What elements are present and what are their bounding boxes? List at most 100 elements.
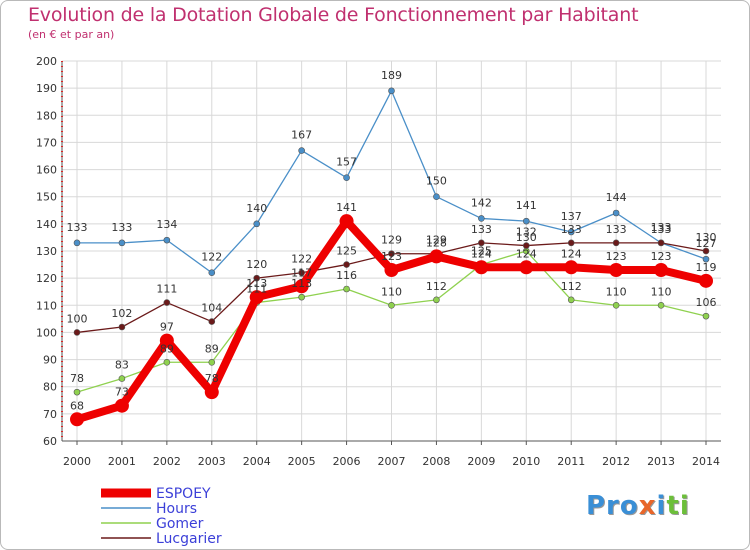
x-tick-label: 2003 bbox=[198, 455, 226, 468]
x-tick-label: 2008 bbox=[422, 455, 450, 468]
data-label-espoey: 119 bbox=[696, 261, 717, 274]
data-label-hours: 144 bbox=[606, 191, 627, 204]
data-label-gomer: 110 bbox=[606, 285, 627, 298]
y-tick-label: 80 bbox=[43, 381, 57, 394]
data-point-lucgarier bbox=[702, 247, 710, 255]
y-tick-label: 100 bbox=[36, 326, 57, 339]
data-point-espoey bbox=[609, 263, 624, 277]
data-label-espoey: 141 bbox=[336, 201, 357, 214]
data-point-hours bbox=[253, 220, 261, 228]
data-label-gomer: 110 bbox=[381, 285, 402, 298]
y-tick-label: 170 bbox=[36, 136, 57, 149]
legend-label-gomer: Gomer bbox=[156, 516, 204, 532]
chart-title: Evolution de la Dotation Globale de Fonc… bbox=[28, 4, 639, 26]
y-tick-label: 60 bbox=[43, 435, 57, 448]
data-label-gomer: 78 bbox=[70, 372, 84, 385]
data-label-hours: 134 bbox=[156, 218, 177, 231]
y-tick-label: 140 bbox=[36, 218, 57, 231]
data-label-gomer: 89 bbox=[205, 342, 219, 355]
x-tick-label: 2011 bbox=[557, 455, 585, 468]
y-tick-label: 180 bbox=[36, 109, 57, 122]
y-tick-label: 90 bbox=[43, 354, 57, 367]
data-point-hours bbox=[702, 255, 710, 263]
y-tick-label: 150 bbox=[36, 191, 57, 204]
data-point-lucgarier bbox=[73, 329, 81, 336]
legend-label-espoey: ESPOEY bbox=[156, 486, 211, 502]
y-tick-label: 110 bbox=[36, 299, 57, 312]
data-label-hours: 157 bbox=[336, 156, 357, 169]
data-point-gomer bbox=[208, 358, 216, 366]
data-label-gomer: 125 bbox=[471, 245, 492, 258]
y-tick-label: 200 bbox=[36, 55, 57, 68]
data-label-hours: 167 bbox=[291, 129, 312, 142]
x-tick-label: 2010 bbox=[512, 455, 540, 468]
data-label-hours: 133 bbox=[67, 221, 88, 234]
data-point-hours bbox=[163, 236, 171, 244]
data-label-hours: 140 bbox=[246, 202, 267, 215]
data-label-hours: 137 bbox=[561, 210, 582, 223]
data-label-espoey: 78 bbox=[205, 372, 219, 385]
data-label-espoey: 123 bbox=[651, 250, 672, 263]
data-label-gomer: 89 bbox=[160, 342, 174, 355]
data-label-lucgarier: 129 bbox=[426, 234, 447, 247]
data-point-lucgarier bbox=[388, 250, 395, 258]
data-point-gomer bbox=[702, 312, 710, 320]
data-label-gomer: 112 bbox=[426, 280, 447, 293]
data-point-espoey bbox=[519, 260, 534, 275]
data-label-lucgarier: 111 bbox=[156, 283, 177, 296]
data-label-lucgarier: 133 bbox=[471, 223, 492, 236]
data-label-lucgarier: 133 bbox=[651, 223, 672, 236]
data-point-hours bbox=[433, 193, 440, 201]
data-label-gomer: 116 bbox=[336, 269, 357, 282]
data-point-espoey bbox=[204, 385, 219, 400]
y-tick-label: 120 bbox=[36, 272, 57, 285]
x-tick-label: 2009 bbox=[467, 455, 495, 468]
data-point-lucgarier bbox=[522, 242, 530, 249]
data-label-lucgarier: 132 bbox=[516, 226, 537, 239]
data-point-gomer bbox=[163, 358, 171, 366]
data-point-gomer bbox=[567, 296, 575, 304]
y-tick-label: 130 bbox=[36, 245, 57, 258]
data-point-lucgarier bbox=[163, 299, 171, 306]
data-point-lucgarier bbox=[208, 318, 216, 325]
data-label-lucgarier: 125 bbox=[336, 245, 357, 258]
data-point-espoey bbox=[114, 398, 129, 413]
data-label-lucgarier: 133 bbox=[561, 223, 582, 236]
x-tick-label: 2004 bbox=[243, 455, 271, 468]
data-point-hours bbox=[343, 174, 350, 182]
data-point-hours bbox=[388, 87, 395, 95]
data-label-hours: 150 bbox=[426, 175, 447, 188]
data-point-gomer bbox=[73, 388, 81, 396]
data-point-gomer bbox=[343, 285, 350, 293]
data-label-lucgarier: 100 bbox=[67, 312, 88, 325]
data-label-espoey: 128 bbox=[426, 236, 447, 249]
data-point-hours bbox=[612, 209, 620, 217]
data-point-espoey bbox=[339, 214, 354, 229]
data-label-gomer: 130 bbox=[516, 231, 537, 244]
data-point-lucgarier bbox=[657, 239, 665, 247]
data-point-gomer bbox=[298, 293, 305, 301]
data-point-lucgarier bbox=[478, 239, 485, 247]
data-label-hours: 141 bbox=[516, 199, 537, 212]
x-tick-label: 2000 bbox=[63, 455, 91, 468]
data-point-espoey bbox=[699, 273, 713, 288]
data-label-espoey: 97 bbox=[160, 321, 174, 334]
data-point-lucgarier bbox=[253, 274, 261, 282]
data-label-espoey: 124 bbox=[471, 247, 492, 260]
data-point-gomer bbox=[433, 296, 440, 304]
x-tick-label: 2012 bbox=[602, 455, 630, 468]
logo-part: x bbox=[638, 491, 657, 521]
data-label-espoey: 113 bbox=[246, 277, 267, 290]
data-label-espoey: 123 bbox=[606, 250, 627, 263]
data-label-hours: 122 bbox=[201, 251, 222, 264]
data-label-gomer: 113 bbox=[291, 277, 312, 290]
y-tick-label: 160 bbox=[36, 164, 57, 177]
data-point-espoey bbox=[70, 412, 84, 427]
y-tick-label: 70 bbox=[43, 408, 57, 421]
data-label-lucgarier: 120 bbox=[246, 258, 267, 271]
data-label-lucgarier: 129 bbox=[381, 234, 402, 247]
x-tick-label: 2002 bbox=[153, 455, 181, 468]
data-point-espoey bbox=[249, 290, 264, 305]
